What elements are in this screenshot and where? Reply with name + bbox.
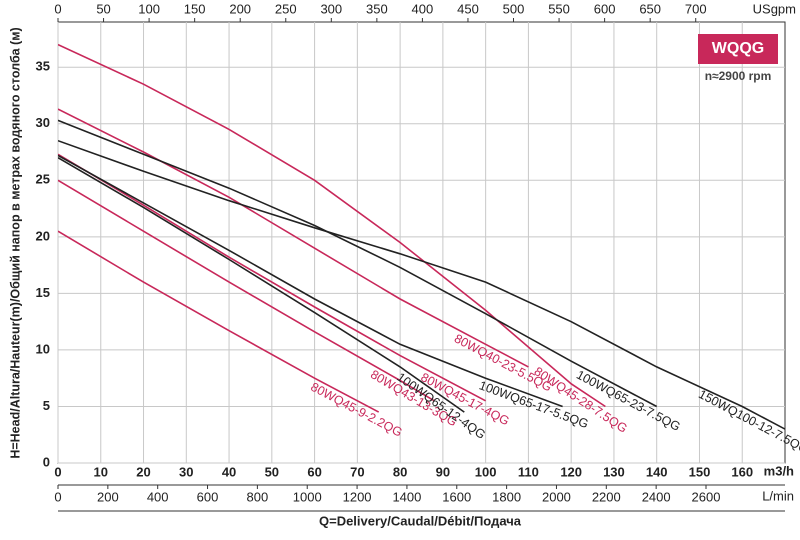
bottom2-tick-label: 200 bbox=[97, 489, 119, 504]
y-axis-label: H=Head/Altura/Hauteur(m)/Общий напор в м… bbox=[8, 27, 22, 458]
x-tick-label: 90 bbox=[436, 464, 450, 479]
x-tick-label: 100 bbox=[475, 464, 497, 479]
badge: WQQG bbox=[712, 40, 764, 57]
bottom2-tick-label: 1600 bbox=[442, 489, 471, 504]
curve bbox=[58, 139, 785, 430]
x2-unit: L/min bbox=[762, 488, 794, 503]
top-tick-label: 500 bbox=[503, 1, 525, 16]
top-tick-label: 100 bbox=[138, 1, 160, 16]
bottom2-tick-label: 1000 bbox=[293, 489, 322, 504]
top-tick-label: 350 bbox=[366, 1, 388, 16]
bottom2-tick-label: 0 bbox=[54, 489, 61, 504]
bottom2-tick-label: 2200 bbox=[592, 489, 621, 504]
x-tick-label: 20 bbox=[136, 464, 150, 479]
top-tick-label: 450 bbox=[457, 1, 479, 16]
top-tick-label: 400 bbox=[412, 1, 434, 16]
x-tick-label: 40 bbox=[222, 464, 236, 479]
x-axis-label: Q=Delivery/Caudal/Débit/Подача bbox=[319, 513, 522, 528]
top-tick-label: 150 bbox=[184, 1, 206, 16]
curve bbox=[58, 43, 606, 408]
top-tick-label: 600 bbox=[594, 1, 616, 16]
x-tick-label: 70 bbox=[350, 464, 364, 479]
speed: n≈2900 rpm bbox=[705, 69, 772, 83]
curve bbox=[58, 230, 380, 413]
curve bbox=[58, 153, 486, 402]
x-tick-label: 160 bbox=[731, 464, 753, 479]
bottom2-tick-label: 1400 bbox=[392, 489, 421, 504]
x-tick-label: 60 bbox=[307, 464, 321, 479]
y-tick-label: 15 bbox=[36, 285, 50, 300]
curve bbox=[58, 108, 529, 368]
y-tick-label: 5 bbox=[43, 398, 50, 413]
x-tick-label: 140 bbox=[646, 464, 668, 479]
y-tick-label: 20 bbox=[36, 228, 50, 243]
x-tick-label: 80 bbox=[393, 464, 407, 479]
curve bbox=[58, 157, 465, 413]
x-tick-label: 50 bbox=[265, 464, 279, 479]
top-tick-label: 50 bbox=[96, 1, 110, 16]
top-unit: USgpm bbox=[753, 1, 796, 16]
y-tick-label: 35 bbox=[36, 59, 50, 74]
top-tick-label: 700 bbox=[685, 1, 707, 16]
bottom2-tick-label: 400 bbox=[147, 489, 169, 504]
curve bbox=[58, 119, 658, 408]
bottom2-tick-label: 600 bbox=[197, 489, 219, 504]
top-tick-label: 0 bbox=[54, 1, 61, 16]
bottom2-tick-label: 1800 bbox=[492, 489, 521, 504]
x-tick-label: 10 bbox=[94, 464, 108, 479]
top-tick-label: 550 bbox=[548, 1, 570, 16]
curve bbox=[58, 154, 563, 408]
x-tick-label: 130 bbox=[603, 464, 625, 479]
bottom2-tick-label: 2000 bbox=[542, 489, 571, 504]
y-tick-label: 0 bbox=[43, 454, 50, 469]
top-tick-label: 650 bbox=[639, 1, 661, 16]
x-unit: m3/h bbox=[764, 463, 794, 478]
bottom2-tick-label: 2400 bbox=[642, 489, 671, 504]
plot-frame bbox=[57, 21, 786, 464]
top-tick-label: 300 bbox=[320, 1, 342, 16]
bottom2-tick-label: 1200 bbox=[343, 489, 372, 504]
curve bbox=[58, 179, 435, 402]
badge-box bbox=[698, 34, 778, 64]
x-tick-label: 110 bbox=[518, 464, 539, 479]
x-tick-label: 150 bbox=[689, 464, 711, 479]
bottom2-tick-label: 2600 bbox=[692, 489, 721, 504]
x-tick-label: 30 bbox=[179, 464, 193, 479]
y-tick-label: 30 bbox=[36, 115, 50, 130]
top-tick-label: 200 bbox=[229, 1, 251, 16]
x-tick-label: 120 bbox=[560, 464, 582, 479]
top-tick-label: 250 bbox=[275, 1, 297, 16]
x-tick-label: 0 bbox=[54, 464, 61, 479]
y-tick-label: 10 bbox=[36, 341, 50, 356]
bottom2-tick-label: 800 bbox=[247, 489, 269, 504]
y-tick-label: 25 bbox=[36, 172, 50, 187]
